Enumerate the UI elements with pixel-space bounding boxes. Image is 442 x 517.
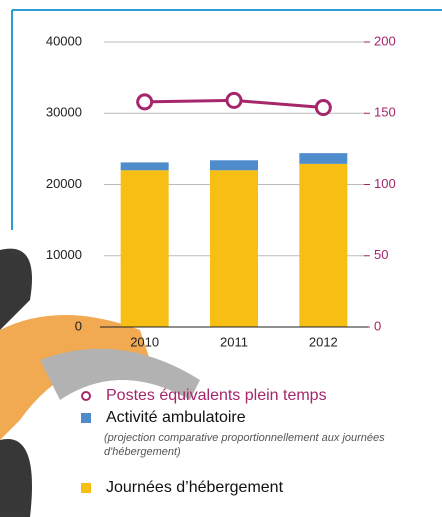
bar-segment	[120, 170, 169, 327]
bar-segment	[120, 162, 169, 171]
x-tick-label: 2011	[220, 334, 248, 349]
legend-label: Activité ambulatoire	[106, 409, 246, 426]
bar-segment	[299, 163, 348, 327]
legend-label: Journées d’hébergement	[106, 479, 284, 496]
legend-marker	[81, 483, 91, 493]
legend-marker	[81, 413, 91, 423]
y-tick-label: 20000	[46, 176, 82, 191]
y2-tick-label: 150	[374, 105, 396, 120]
line-point	[225, 91, 243, 109]
y2-tick-label: 200	[374, 33, 396, 48]
y2-tick-label: 100	[374, 176, 396, 191]
x-tick-label: 2010	[130, 334, 159, 349]
bar-segment	[299, 153, 348, 164]
line-point	[314, 99, 332, 117]
x-tick-label: 2012	[309, 334, 338, 349]
decoration	[0, 248, 200, 517]
legend-note: (projection comparative proportionnellem…	[104, 432, 385, 458]
y-tick-label: 40000	[46, 33, 82, 48]
bar-segment	[210, 170, 258, 327]
y-tick-label: 10000	[46, 247, 82, 262]
bar-segment	[210, 160, 258, 171]
legend-marker	[81, 391, 91, 401]
y-tick-label: 0	[75, 318, 82, 333]
line-point	[136, 93, 154, 111]
legend-label: Postes équivalents plein temps	[106, 387, 327, 404]
legend-note-text: (projection comparative proportionnellem…	[104, 432, 385, 458]
y-tick-label: 30000	[46, 105, 82, 120]
y2-tick-label: 50	[374, 247, 388, 262]
y2-tick-label: 0	[374, 318, 381, 333]
